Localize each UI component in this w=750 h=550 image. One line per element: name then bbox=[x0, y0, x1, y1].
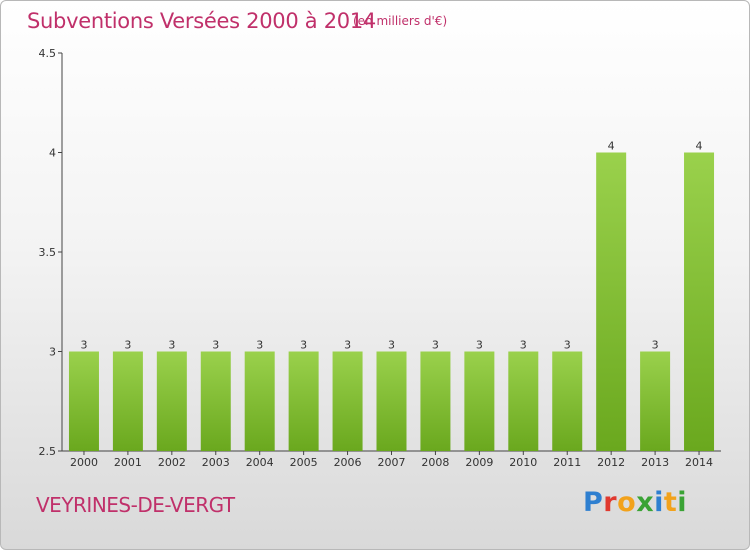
x-tick-label: 2012 bbox=[597, 456, 625, 469]
x-tick-label: 2001 bbox=[114, 456, 142, 469]
bar-2001 bbox=[112, 351, 143, 451]
x-tick-label: 2009 bbox=[465, 456, 493, 469]
x-tick-label: 2000 bbox=[70, 456, 98, 469]
bar-2000 bbox=[68, 351, 99, 451]
data-label: 3 bbox=[432, 339, 439, 352]
x-tick-label: 2005 bbox=[290, 456, 318, 469]
x-tick-label: 2011 bbox=[553, 456, 581, 469]
y-tick-label: 4 bbox=[49, 147, 56, 160]
bar-2006 bbox=[332, 351, 363, 451]
data-label: 3 bbox=[212, 339, 219, 352]
data-label: 3 bbox=[300, 339, 307, 352]
bar-2005 bbox=[288, 351, 319, 451]
x-tick-label: 2002 bbox=[158, 456, 186, 469]
x-tick-label: 2008 bbox=[421, 456, 449, 469]
bar-2008 bbox=[420, 351, 451, 451]
bar-2004 bbox=[244, 351, 275, 451]
x-tick-label: 2003 bbox=[202, 456, 230, 469]
x-tick-label: 2014 bbox=[685, 456, 713, 469]
x-tick-label: 2006 bbox=[334, 456, 362, 469]
x-tick-label: 2007 bbox=[378, 456, 406, 469]
bar-2002 bbox=[156, 351, 187, 451]
commune-name: VEYRINES-DE-VERGT bbox=[36, 493, 235, 517]
data-label: 3 bbox=[168, 339, 175, 352]
bar-2010 bbox=[508, 351, 539, 451]
chart-title: Subventions Versées 2000 à 2014 bbox=[27, 9, 376, 33]
y-tick-label: 4.5 bbox=[39, 47, 57, 60]
bar-2011 bbox=[552, 351, 583, 451]
data-label: 4 bbox=[608, 140, 615, 153]
data-label: 3 bbox=[520, 339, 527, 352]
data-label: 3 bbox=[80, 339, 87, 352]
bar-2009 bbox=[464, 351, 495, 451]
logo-letter: i bbox=[677, 487, 688, 518]
data-label: 4 bbox=[696, 140, 703, 153]
data-label: 3 bbox=[564, 339, 571, 352]
chart-subtitle: (en milliers d'€) bbox=[353, 14, 448, 28]
data-label: 3 bbox=[256, 339, 263, 352]
bar-2014 bbox=[684, 152, 715, 451]
x-tick-label: 2013 bbox=[641, 456, 669, 469]
bar-2012 bbox=[596, 152, 627, 451]
data-label: 3 bbox=[344, 339, 351, 352]
bar-2007 bbox=[376, 351, 407, 451]
data-label: 3 bbox=[124, 339, 131, 352]
bar-2003 bbox=[200, 351, 231, 451]
data-label: 3 bbox=[388, 339, 395, 352]
y-tick-label: 2.5 bbox=[39, 445, 57, 458]
y-tick-label: 3.5 bbox=[39, 246, 57, 259]
y-tick-label: 3 bbox=[49, 346, 56, 359]
logo-letter: r bbox=[603, 487, 618, 518]
proxiti-logo[interactable]: Proxiti bbox=[583, 487, 687, 518]
logo-letter: t bbox=[663, 487, 678, 518]
logo-letter: x bbox=[636, 487, 655, 518]
data-label: 3 bbox=[652, 339, 659, 352]
logo-letter: o bbox=[617, 487, 637, 518]
bar-2013 bbox=[640, 351, 671, 451]
logo-letter: i bbox=[654, 487, 664, 518]
x-tick-label: 2010 bbox=[509, 456, 537, 469]
data-label: 3 bbox=[476, 339, 483, 352]
logo-letter: P bbox=[583, 487, 604, 518]
x-tick-label: 2004 bbox=[246, 456, 274, 469]
